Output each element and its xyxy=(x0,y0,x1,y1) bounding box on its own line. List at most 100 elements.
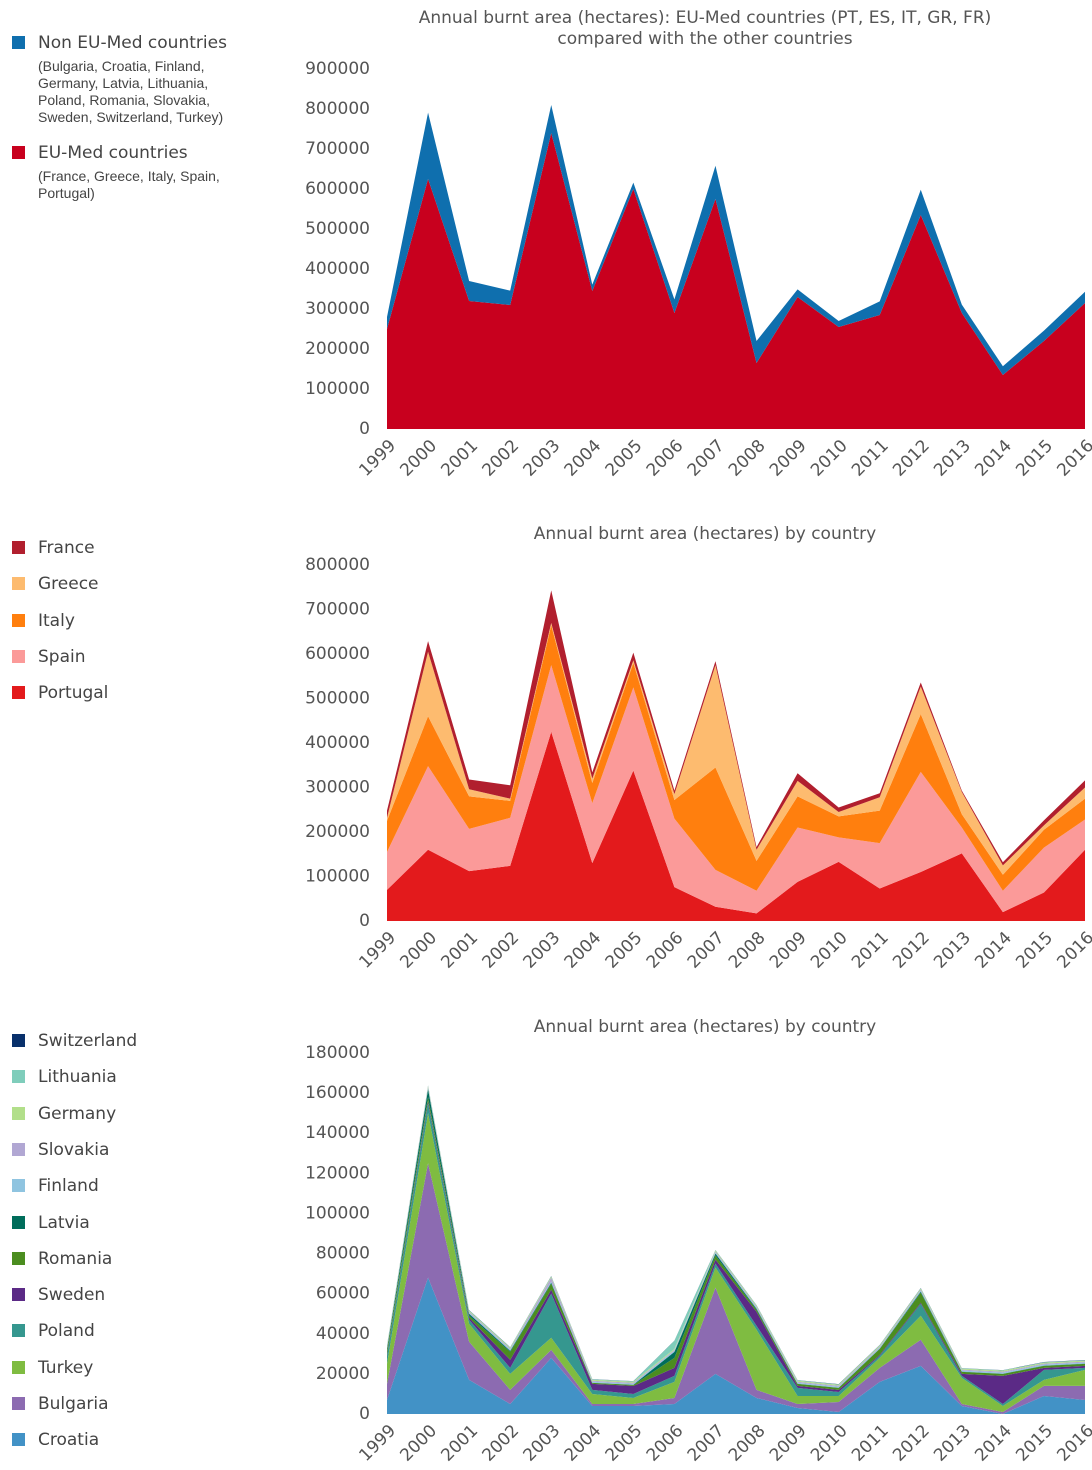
x-tick-label: 2011 xyxy=(848,928,893,973)
x-tick-label: 2014 xyxy=(971,1421,1016,1466)
x-tick-label: 2013 xyxy=(930,436,975,481)
chart-title: Annual burnt area (hectares) by country xyxy=(533,524,877,544)
legend-swatch xyxy=(12,1179,25,1193)
x-tick-label: 2010 xyxy=(807,1421,852,1466)
legend-label: Non EU-Med countries xyxy=(38,33,227,53)
legend-label: Spain xyxy=(38,646,86,667)
x-tick-label: 2004 xyxy=(561,1421,606,1466)
y-tick-label: 0 xyxy=(359,419,370,439)
legend-swatch xyxy=(12,36,25,49)
y-tick-label: 200000 xyxy=(305,339,370,359)
x-tick-label: 2015 xyxy=(1012,928,1057,973)
y-tick-label: 180000 xyxy=(305,1043,370,1063)
x-tick-label: 2000 xyxy=(396,1421,441,1466)
area xyxy=(387,731,1085,921)
legend-label: Switzerland xyxy=(38,1031,138,1051)
x-tick-label: 2005 xyxy=(602,928,647,973)
area xyxy=(387,1163,1085,1414)
x-tick-label: 2009 xyxy=(766,1421,811,1466)
legend-swatch xyxy=(12,1397,25,1410)
y-tick-label: 500000 xyxy=(305,219,370,239)
y-tick-label: 200000 xyxy=(305,822,370,842)
x-tick-label: 2009 xyxy=(766,928,811,973)
x-tick-label: 2005 xyxy=(602,1421,647,1466)
x-tick-label: 2015 xyxy=(1012,1421,1057,1466)
y-tick-label: 700000 xyxy=(305,139,370,159)
legend-swatch xyxy=(12,1324,25,1338)
y-tick-label: 700000 xyxy=(305,600,370,620)
legend-label: EU-Med countries xyxy=(38,143,188,163)
chart-title: Annual burnt area (hectares): EU-Med cou… xyxy=(418,8,992,49)
y-tick-label: 400000 xyxy=(305,259,370,279)
x-tick-label: 2014 xyxy=(971,436,1016,481)
area xyxy=(387,590,1085,866)
x-tick-label: 2012 xyxy=(889,1421,934,1466)
legend-swatch xyxy=(12,577,25,591)
y-tick-label: 500000 xyxy=(305,689,370,709)
legend-label: Portugal xyxy=(38,683,109,704)
legend-label: Finland xyxy=(38,1176,99,1197)
y-tick-label: 300000 xyxy=(305,299,370,319)
x-tick-label: 2000 xyxy=(396,928,441,973)
y-tick-label: 40000 xyxy=(316,1324,370,1344)
legend-swatch xyxy=(12,1251,25,1265)
legend-label: Slovakia xyxy=(38,1139,110,1160)
y-tick-label: 120000 xyxy=(305,1163,370,1183)
x-tick-label: 2003 xyxy=(520,928,565,973)
legend-swatch xyxy=(12,1360,25,1374)
y-tick-label: 60000 xyxy=(316,1284,370,1304)
x-tick-label: 2011 xyxy=(848,1421,893,1466)
legend-label: Lithuania xyxy=(38,1067,117,1088)
y-tick-label: 0 xyxy=(359,911,370,931)
x-tick-label: 2005 xyxy=(602,436,647,481)
x-tick-label: 2012 xyxy=(889,928,934,973)
x-tick-label: 2001 xyxy=(437,928,482,973)
x-tick-label: 2013 xyxy=(930,928,975,973)
x-tick-label: 1999 xyxy=(355,1421,400,1466)
legend-label: Bulgaria xyxy=(38,1394,109,1414)
x-tick-label: 2006 xyxy=(643,436,688,481)
legend-swatch xyxy=(12,1215,25,1229)
y-tick-label: 800000 xyxy=(305,555,370,575)
x-tick-label: 2001 xyxy=(437,436,482,481)
x-tick-label: 2007 xyxy=(684,1421,729,1466)
y-tick-label: 140000 xyxy=(305,1123,370,1143)
legend-label: France xyxy=(38,538,95,558)
x-tick-label: 2004 xyxy=(561,436,606,481)
legend-label: Italy xyxy=(38,610,75,631)
y-tick-label: 100000 xyxy=(305,379,370,399)
area xyxy=(387,1113,1085,1412)
chart-title: Annual burnt area (hectares) by country xyxy=(533,1017,877,1037)
legend-label: Sweden xyxy=(38,1285,106,1306)
x-tick-label: 2003 xyxy=(520,1421,565,1466)
y-tick-label: 160000 xyxy=(305,1083,370,1103)
legend-label: Poland xyxy=(38,1321,95,1342)
x-tick-label: 2006 xyxy=(643,1421,688,1466)
legend-swatch xyxy=(12,1070,25,1084)
legend-label: Turkey xyxy=(38,1357,94,1378)
area xyxy=(387,1103,1085,1406)
area xyxy=(387,105,1085,375)
x-tick-label: 2010 xyxy=(807,928,852,973)
legend-swatch xyxy=(12,1142,25,1156)
x-tick-label: 2007 xyxy=(684,928,729,973)
legend-swatch xyxy=(12,649,25,663)
y-tick-label: 900000 xyxy=(305,59,370,79)
y-tick-label: 600000 xyxy=(305,179,370,199)
x-tick-label: 2008 xyxy=(725,436,770,481)
x-tick-label: 2013 xyxy=(930,1421,975,1466)
y-tick-label: 600000 xyxy=(305,644,370,664)
x-tick-label: 2016 xyxy=(1053,928,1092,973)
y-tick-label: 300000 xyxy=(305,778,370,798)
x-tick-label: 2009 xyxy=(766,436,811,481)
legend-swatch xyxy=(12,146,25,159)
x-tick-label: 2016 xyxy=(1053,1421,1092,1466)
x-tick-label: 2002 xyxy=(479,1421,524,1466)
legend-description: (France, Greece, Italy, Spain, Portugal) xyxy=(38,168,220,201)
x-tick-label: 2003 xyxy=(520,436,565,481)
y-tick-label: 400000 xyxy=(305,733,370,753)
x-tick-label: 2014 xyxy=(971,928,1016,973)
x-tick-label: 2004 xyxy=(561,928,606,973)
legend-swatch xyxy=(12,541,25,554)
